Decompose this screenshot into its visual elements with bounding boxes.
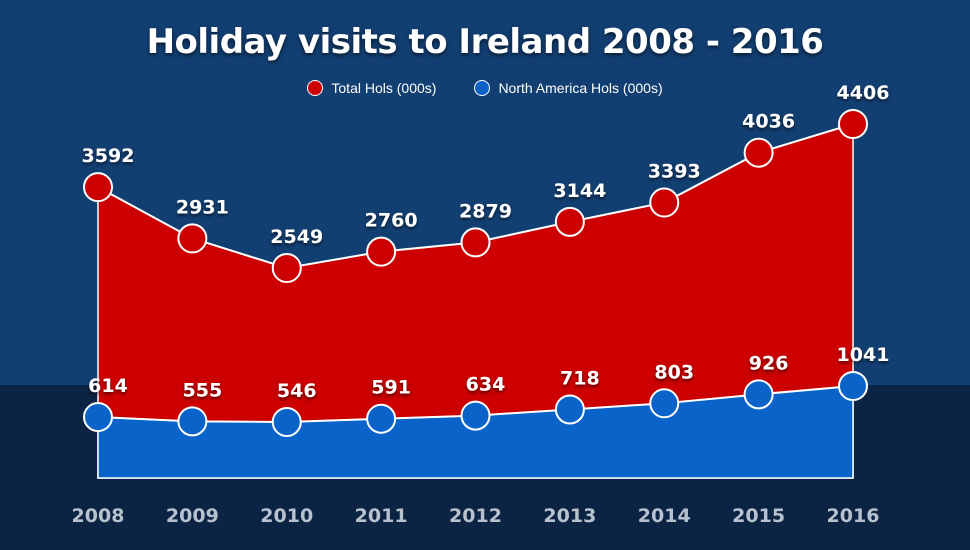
data-label-north-america-2011: 591 — [371, 377, 411, 399]
data-label-total-2008: 3592 — [82, 145, 135, 167]
point-total-2008[interactable] — [83, 172, 113, 203]
x-tick-label-2008: 2008 — [71, 505, 125, 527]
data-label-total-2009: 2931 — [176, 196, 229, 218]
data-label-north-america-2014: 803 — [654, 361, 694, 383]
x-tick-label-2013: 2013 — [543, 505, 597, 527]
data-label-north-america-2009: 555 — [183, 379, 223, 401]
point-north-america-2010[interactable] — [271, 407, 302, 437]
data-label-north-america-2015: 926 — [749, 352, 789, 374]
point-total-2012[interactable] — [460, 227, 491, 258]
point-north-america-2016[interactable] — [838, 371, 868, 401]
legend-label-total: Total Hols (000s) — [331, 80, 437, 96]
x-tick-label-2011: 2011 — [354, 505, 408, 527]
x-tick-label-2015: 2015 — [732, 505, 786, 527]
point-north-america-2013[interactable] — [554, 394, 585, 425]
data-label-total-2016: 4406 — [837, 82, 890, 104]
legend-marker-north-america — [474, 80, 491, 96]
point-total-2016[interactable] — [838, 109, 868, 139]
data-label-total-2013: 3144 — [553, 180, 606, 202]
legend-label-north-america: North America Hols (000s) — [498, 80, 663, 96]
point-north-america-2012[interactable] — [460, 400, 491, 431]
point-north-america-2011[interactable] — [366, 403, 397, 434]
point-total-2013[interactable] — [554, 206, 585, 237]
x-tick-label-2012: 2012 — [449, 505, 502, 527]
x-tick-label-2009: 2009 — [165, 505, 219, 527]
data-label-north-america-2016: 1041 — [837, 344, 890, 366]
x-axis-labels: 2008 2009 2010 2011 2012 2013 2014 2015 2016 — [0, 505, 970, 535]
chart-legend: Total Hols (000s) North America Hols (00… — [0, 80, 970, 96]
chart-title: Holiday visits to Ireland 2008 - 2016 — [146, 22, 824, 62]
x-tick-label-2010: 2010 — [260, 505, 314, 527]
point-total-2010[interactable] — [271, 253, 302, 283]
data-label-total-2014: 3393 — [648, 161, 701, 183]
data-label-north-america-2010: 546 — [277, 380, 317, 402]
point-total-2015[interactable] — [743, 137, 774, 168]
point-total-2014[interactable] — [649, 187, 680, 218]
x-tick-label-2016: 2016 — [826, 505, 880, 527]
data-label-total-2010: 2549 — [270, 226, 323, 248]
data-label-total-2012: 2879 — [459, 200, 512, 222]
point-total-2009[interactable] — [177, 223, 208, 254]
data-label-total-2015: 4036 — [742, 111, 795, 133]
point-total-2011[interactable] — [366, 236, 397, 267]
data-label-north-america-2013: 718 — [560, 367, 600, 389]
point-north-america-2008[interactable] — [83, 402, 113, 433]
data-label-north-america-2008: 614 — [88, 375, 128, 397]
point-north-america-2014[interactable] — [649, 388, 680, 419]
legend-item-north-america[interactable]: North America Hols (000s) — [474, 80, 663, 96]
x-tick-label-2014: 2014 — [637, 505, 691, 527]
data-label-north-america-2012: 634 — [466, 374, 506, 396]
data-label-total-2011: 2760 — [365, 210, 418, 232]
legend-item-total[interactable]: Total Hols (000s) — [307, 80, 436, 96]
point-north-america-2009[interactable] — [177, 406, 208, 437]
point-north-america-2015[interactable] — [743, 379, 774, 410]
legend-marker-total — [307, 80, 324, 96]
